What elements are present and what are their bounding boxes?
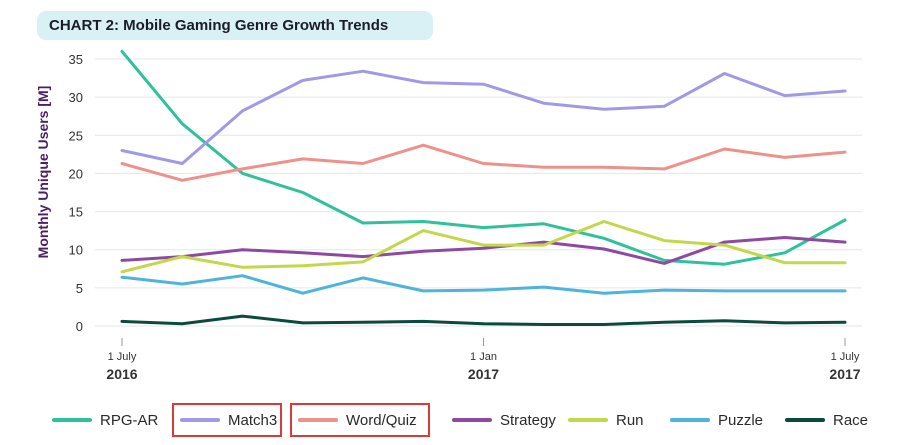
y-tick-label: 20 (69, 166, 83, 181)
y-tick-label: 5 (76, 281, 83, 296)
chart-title-pill: CHART 2: Mobile Gaming Genre Growth Tren… (37, 11, 433, 40)
x-tick-label: 1 Jan (470, 351, 497, 363)
legend-label: Word/Quiz (346, 411, 417, 429)
legend-swatch (52, 418, 92, 422)
x-tick-label: 1 July (831, 351, 860, 363)
series-line-run (120, 220, 847, 274)
legend-swatch (180, 418, 220, 422)
grid-layer (95, 58, 862, 327)
legend-swatch (568, 418, 608, 422)
series-layer (120, 49, 847, 326)
legend-item-run: Run (568, 403, 664, 437)
chart-title: CHART 2: Mobile Gaming Genre Growth Tren… (49, 17, 389, 34)
y-tick-label: 15 (69, 205, 83, 220)
legend-swatch (670, 418, 710, 422)
y-tick-label: 0 (76, 319, 83, 334)
legend-item-strategy: Strategy (452, 403, 564, 437)
y-tick-label: 10 (69, 243, 83, 258)
axis-layer: 0 5 10 15 20 25 30 35 1 July 2016 1 Jan 2017 1 July 2… (69, 52, 861, 382)
series-line-rpg-ar (120, 49, 847, 266)
legend-swatch (785, 418, 825, 422)
y-tick-label: 25 (69, 128, 83, 143)
legend-label: Puzzle (718, 411, 764, 429)
y-axis-label: Monthly Unique Users [M] (35, 86, 51, 259)
x-tick-label: 1 July (108, 351, 137, 363)
legend-label: Run (616, 411, 644, 429)
series-line-puzzle (120, 274, 847, 295)
legend-label: Race (833, 411, 869, 429)
series-line-match3 (120, 69, 847, 165)
y-tick-label: 30 (69, 90, 83, 105)
legend-item-match3: Match3 (172, 403, 282, 437)
x-tick-year-label: 2016 (106, 366, 137, 382)
series-line-strategy (120, 236, 847, 265)
series-line-race (120, 314, 847, 326)
legend-label: Strategy (500, 411, 556, 429)
series-line-word-quiz (120, 143, 847, 182)
legend-item-rpg-ar: RPG-AR (52, 403, 170, 437)
legend-item-race: Race (785, 403, 885, 437)
chart-legend: RPG-AR Match3 Word/Quiz Strategy Run Puzzle Ra… (0, 400, 912, 440)
legend-swatch (298, 418, 338, 422)
line-chart: 0 5 10 15 20 25 30 35 1 July 2016 1 Jan 2017 1 July 2… (35, 49, 862, 382)
legend-item-word-quiz: Word/Quiz (290, 403, 430, 437)
legend-label: Match3 (228, 411, 278, 429)
y-tick-label: 35 (69, 52, 83, 67)
legend-item-puzzle: Puzzle (670, 403, 782, 437)
x-tick-year-label: 2017 (829, 366, 860, 382)
legend-swatch (452, 418, 492, 422)
x-tick-year-label: 2017 (468, 366, 499, 382)
legend-label: RPG-AR (100, 411, 159, 429)
